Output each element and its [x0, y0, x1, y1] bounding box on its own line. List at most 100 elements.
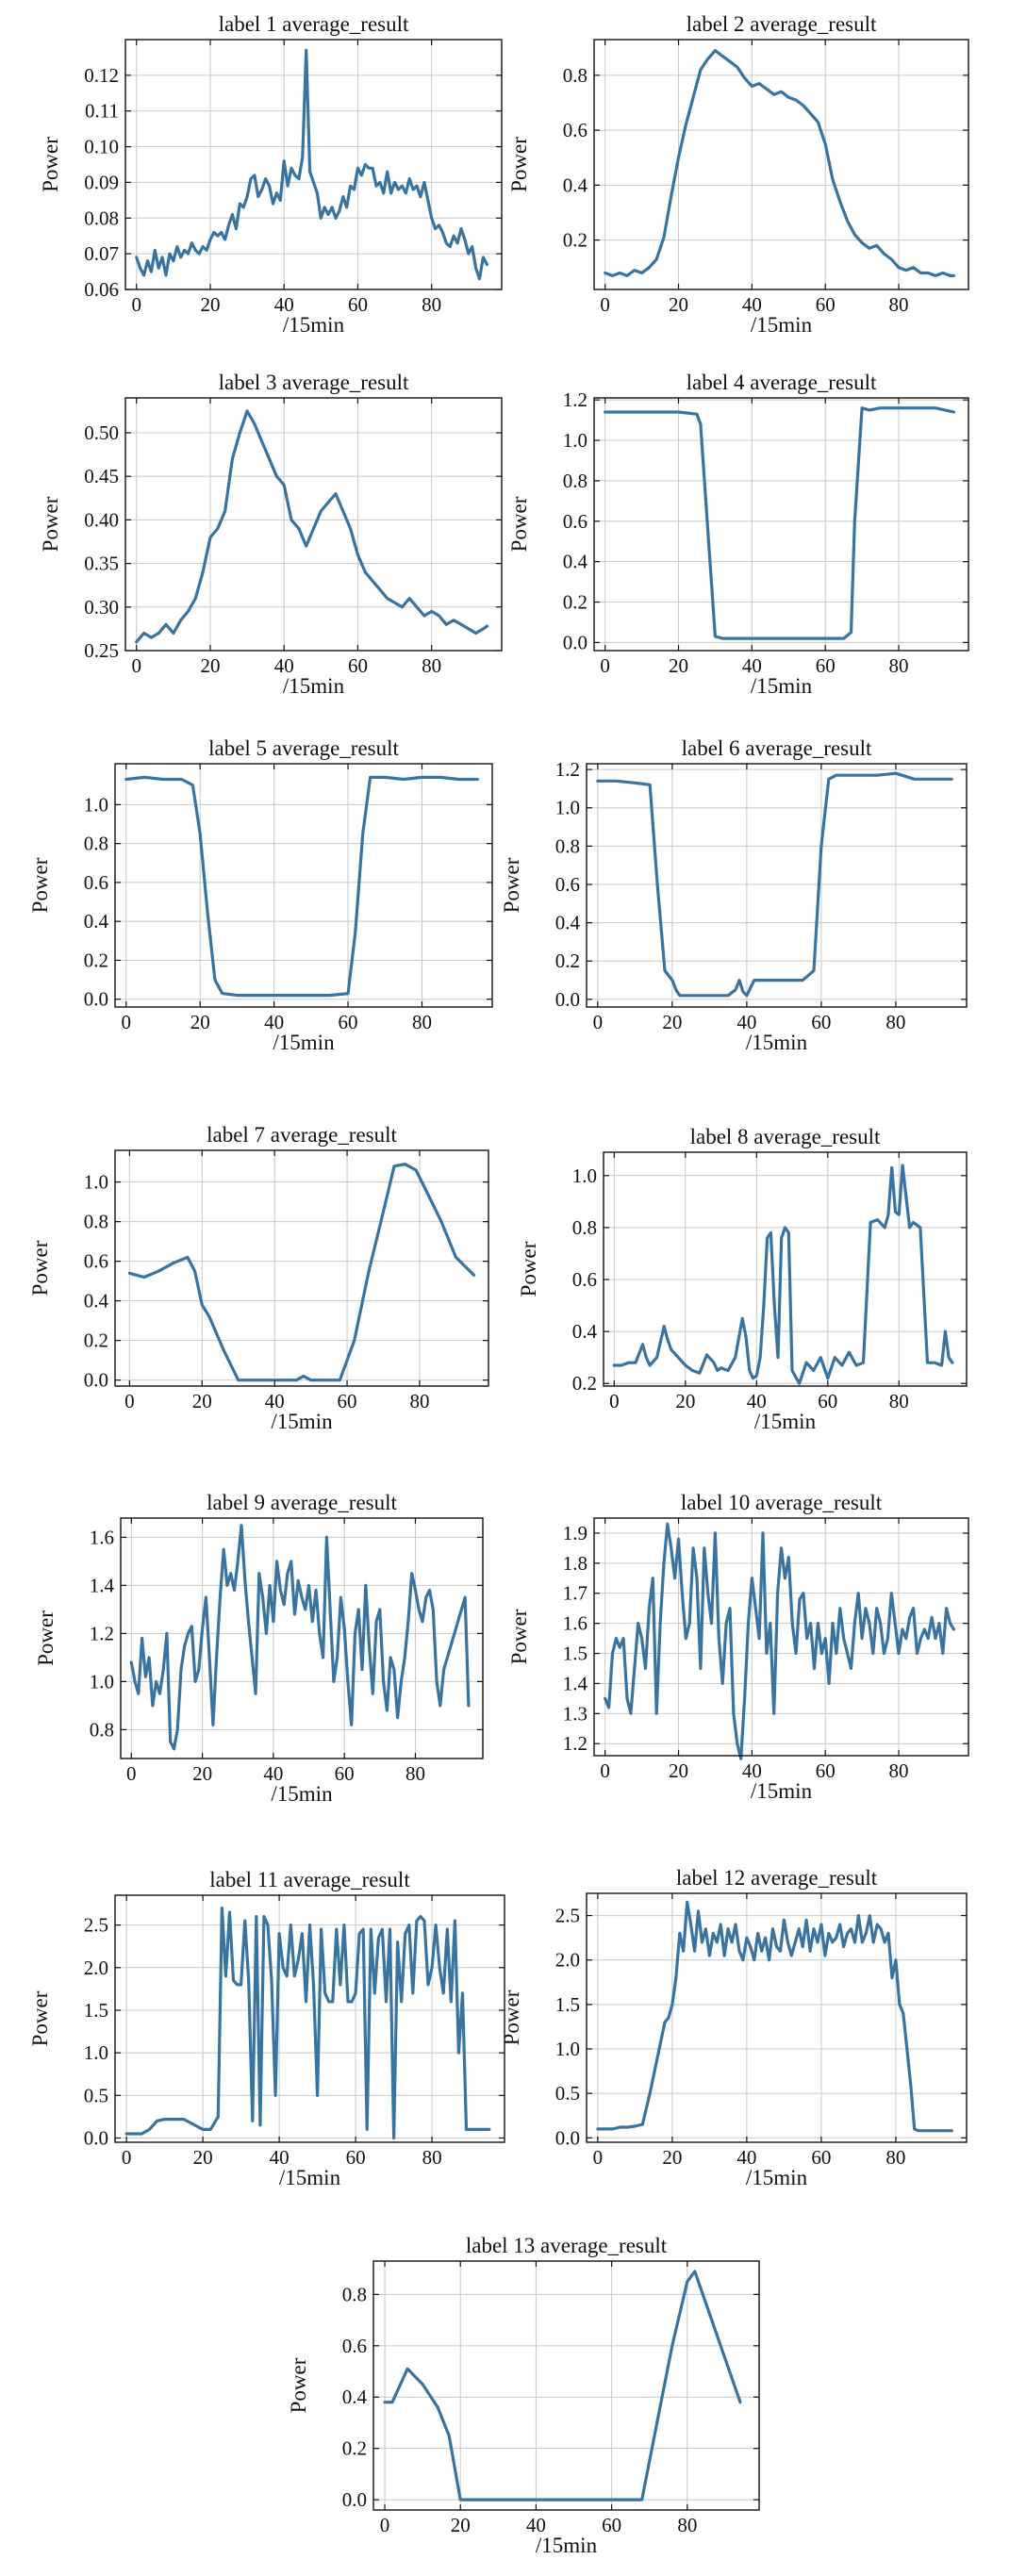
series-line — [604, 406, 956, 640]
chart-title: label 11 average_result — [209, 1868, 410, 1891]
x-tick-label: 20 — [675, 1390, 695, 1412]
x-tick-label: 40 — [742, 654, 762, 677]
y-axis-label: Power — [287, 2357, 310, 2413]
y-tick-label: 0.0 — [342, 2488, 367, 2511]
y-tick-label: 1.6 — [563, 1612, 587, 1635]
chart-6: 0 20 40 60 80 0.0 0.2 0.4 0.6 0.8 1.0 1.2 label 6 av… — [500, 736, 968, 1054]
y-tick-label: 0.6 — [563, 119, 587, 141]
x-axis-label: /15min — [751, 313, 813, 337]
y-tick-label: 0.4 — [563, 173, 588, 196]
y-tick-label: 0.4 — [84, 910, 109, 933]
plot-frame — [593, 397, 969, 652]
y-tick-label: 1.0 — [563, 429, 587, 452]
y-tick-label: 1.0 — [555, 797, 580, 819]
y-tick-label: 0.07 — [84, 242, 119, 265]
y-tick-label: 0.5 — [84, 2084, 108, 2106]
y-tick-label: 0.8 — [563, 64, 587, 87]
chart-title: label 13 average_result — [466, 2234, 668, 2257]
x-axis-label: /15min — [271, 1410, 333, 1433]
y-tick-label: 0.8 — [342, 2283, 367, 2305]
x-tick-label: 20 — [662, 2146, 682, 2169]
y-tick-label: 0.0 — [563, 631, 587, 653]
plot-frame — [114, 1149, 489, 1387]
series-line — [612, 1164, 954, 1385]
y-tick-label: 0.6 — [342, 2335, 367, 2357]
y-tick-label: 1.3 — [563, 1702, 587, 1725]
y-tick-label: 0.8 — [563, 470, 587, 492]
x-tick-label: 0 — [609, 1390, 620, 1412]
y-tick-label: 0.0 — [555, 2126, 580, 2149]
chart-9: 0 20 40 60 80 0.8 1.0 1.2 1.4 1.6 label 9 average_… — [34, 1491, 484, 1806]
y-axis-label: Power — [39, 137, 62, 192]
x-axis-label: /15min — [283, 313, 345, 337]
x-tick-label: 0 — [593, 1011, 604, 1033]
y-tick-label: 0.8 — [555, 834, 580, 857]
y-tick-label: 0.8 — [84, 1211, 108, 1233]
x-tick-label: 20 — [192, 1762, 212, 1785]
y-axis-label: Power — [507, 496, 531, 552]
y-axis-label: Power — [34, 1610, 58, 1666]
x-tick-label: 80 — [889, 293, 909, 316]
y-tick-label: 0.30 — [84, 596, 119, 619]
chart-title: label 1 average_result — [219, 12, 409, 36]
x-tick-label: 40 — [263, 1762, 283, 1785]
x-axis-label: /15min — [273, 1031, 335, 1054]
x-tick-label: 80 — [677, 2514, 697, 2536]
x-tick-label: 40 — [526, 2514, 546, 2536]
x-tick-label: 40 — [264, 1011, 284, 1033]
x-tick-label: 80 — [422, 2146, 442, 2169]
y-tick-label: 0.8 — [84, 833, 108, 855]
x-axis-label: /15min — [751, 674, 813, 698]
y-tick-label: 2.0 — [555, 1949, 580, 1972]
x-tick-label: 40 — [742, 1759, 762, 1782]
x-tick-label: 60 — [816, 1759, 836, 1782]
plot-frame — [372, 2260, 760, 2511]
x-axis-label: /15min — [746, 1031, 808, 1054]
y-tick-label: 2.5 — [84, 1914, 108, 1937]
x-tick-label: 60 — [602, 2514, 621, 2536]
series-line — [604, 48, 956, 277]
y-tick-label: 1.0 — [84, 1171, 108, 1194]
plot-frame — [593, 1517, 969, 1757]
x-tick-label: 80 — [405, 1762, 425, 1785]
chart-title: label 8 average_result — [690, 1125, 881, 1148]
x-tick-label: 20 — [193, 2146, 213, 2169]
x-tick-label: 60 — [348, 654, 368, 677]
plot-frame — [586, 763, 968, 1008]
y-tick-label: 0.2 — [563, 591, 587, 614]
series-line — [135, 48, 489, 281]
chart-7: 0 20 40 60 80 0.0 0.2 0.4 0.6 0.8 1.0 label 7 avera… — [28, 1123, 489, 1433]
chart-title: label 5 average_result — [208, 736, 399, 760]
x-tick-label: 80 — [889, 1390, 909, 1412]
x-tick-label: 60 — [811, 2146, 831, 2169]
x-tick-label: 40 — [265, 1390, 285, 1412]
y-tick-label: 0.4 — [555, 912, 581, 934]
y-axis-label: Power — [517, 1241, 540, 1296]
x-tick-label: 20 — [200, 293, 220, 316]
y-tick-label: 0.2 — [84, 1329, 108, 1352]
chart-title: label 2 average_result — [687, 12, 877, 36]
x-tick-label: 20 — [190, 1011, 210, 1033]
y-tick-label: 0.40 — [84, 508, 119, 531]
x-tick-label: 60 — [816, 293, 836, 316]
x-tick-label: 40 — [274, 654, 294, 677]
y-tick-label: 1.4 — [90, 1574, 115, 1596]
y-tick-label: 0.10 — [84, 136, 119, 158]
y-tick-label: 0.4 — [563, 551, 588, 573]
y-axis-label: Power — [500, 857, 523, 913]
series-line — [127, 1163, 476, 1382]
x-tick-label: 20 — [662, 1011, 682, 1033]
plot-frame — [120, 1517, 484, 1759]
x-tick-label: 80 — [889, 1759, 909, 1782]
chart-12: 0 20 40 60 80 0.0 0.5 1.0 1.5 2.0 2.5 label 12 aver… — [500, 1866, 968, 2189]
x-tick-label: 80 — [409, 1390, 429, 1412]
series-line — [604, 1522, 956, 1760]
y-tick-label: 0.6 — [84, 871, 108, 894]
plot-frame — [114, 763, 493, 1008]
y-tick-label: 1.0 — [555, 2038, 580, 2060]
y-tick-label: 0.6 — [555, 873, 580, 896]
x-tick-label: 20 — [669, 1759, 688, 1782]
chart-10: 0 20 40 60 80 1.2 1.3 1.4 1.5 1.6 1.7 1.8 1.9 label 1… — [507, 1491, 969, 1803]
y-axis-label: Power — [28, 857, 52, 913]
